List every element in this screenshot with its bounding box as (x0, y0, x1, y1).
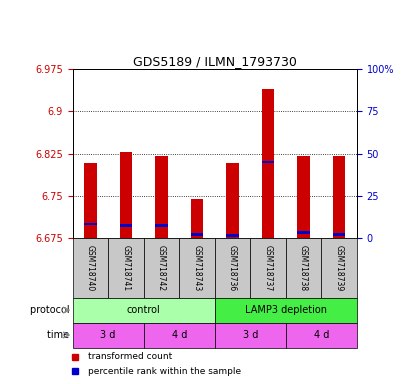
Bar (155, 156, 168, 238)
Text: time: time (47, 330, 73, 340)
Text: 3 d: 3 d (243, 330, 258, 340)
Bar (250, 238, 286, 298)
Bar (321, 238, 357, 298)
Text: percentile rank within the sample: percentile rank within the sample (88, 366, 242, 376)
Text: GSM718743: GSM718743 (193, 245, 202, 291)
Bar (333, 156, 345, 238)
Text: LAMP3 depletion: LAMP3 depletion (245, 305, 327, 315)
Bar (144, 238, 179, 298)
Text: GSM718741: GSM718741 (122, 245, 130, 291)
Bar (298, 231, 310, 234)
Bar (73, 238, 108, 298)
Bar (333, 233, 345, 235)
Bar (262, 89, 274, 238)
Bar (84, 223, 97, 225)
Bar (191, 199, 203, 238)
Bar (108, 238, 144, 298)
Bar (120, 224, 132, 227)
Bar (226, 163, 239, 238)
Bar (73, 298, 215, 323)
Bar (215, 323, 286, 348)
Bar (286, 323, 357, 348)
Bar (144, 323, 215, 348)
Text: GSM718738: GSM718738 (299, 245, 308, 291)
Text: GSM718737: GSM718737 (264, 245, 273, 291)
Bar (215, 298, 357, 323)
Text: control: control (127, 305, 161, 315)
Bar (120, 152, 132, 238)
Bar (286, 238, 321, 298)
Bar (262, 161, 274, 164)
Bar (73, 323, 144, 348)
Text: GSM718736: GSM718736 (228, 245, 237, 291)
Bar (155, 224, 168, 227)
Bar (191, 233, 203, 235)
Text: 4 d: 4 d (171, 330, 187, 340)
Bar (298, 156, 310, 238)
Bar (84, 163, 97, 238)
Bar (226, 234, 239, 237)
Text: transformed count: transformed count (88, 352, 173, 361)
Text: GSM718742: GSM718742 (157, 245, 166, 291)
Text: 4 d: 4 d (314, 330, 329, 340)
Text: 3 d: 3 d (100, 330, 116, 340)
Title: GDS5189 / ILMN_1793730: GDS5189 / ILMN_1793730 (133, 55, 297, 68)
Bar (179, 238, 215, 298)
Bar (215, 238, 250, 298)
Text: GSM718740: GSM718740 (86, 245, 95, 291)
Text: protocol: protocol (30, 305, 73, 315)
Text: GSM718739: GSM718739 (334, 245, 344, 291)
